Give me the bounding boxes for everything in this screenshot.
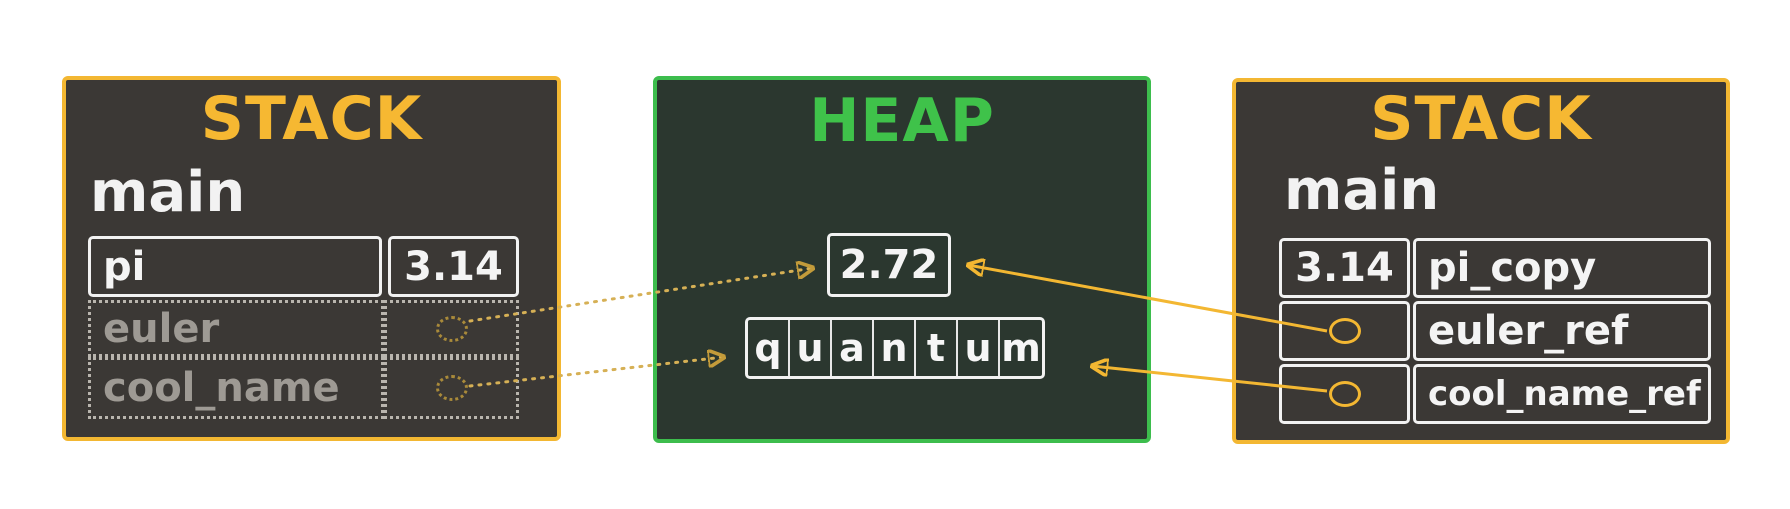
heap-char-cell: q — [748, 320, 790, 376]
arrow-cool-name-to-heap-string — [468, 357, 724, 388]
left-row-euler-name: euler — [88, 300, 384, 357]
left-row-pi-name: pi — [88, 236, 382, 297]
right-euler-ref-pointer-dot — [1328, 318, 1361, 344]
left-row-cool-name-name: cool_name — [88, 357, 384, 419]
left-row-pi-value: 3.14 — [388, 236, 519, 297]
heap-char-cell: u — [958, 320, 1000, 376]
heap-float-value: 2.72 — [827, 233, 951, 297]
heap-char-cell: u — [790, 320, 832, 376]
right-row-cool-name-ref-slot — [1279, 364, 1410, 424]
left-frame-label: main — [90, 160, 246, 225]
right-stack-panel: STACK main 3.14 pi_copy euler_ref cool_n… — [1232, 78, 1730, 444]
arrow-cool-name-ref-to-heap-string — [1092, 366, 1328, 393]
heap-title: HEAP — [809, 86, 995, 156]
heap-char-cell: t — [916, 320, 958, 376]
right-stack-title: STACK — [1370, 84, 1592, 154]
left-row-cool-name-slot — [384, 357, 519, 419]
right-row-pi-copy-name: pi_copy — [1413, 238, 1711, 298]
right-row-euler-ref-name: euler_ref — [1413, 301, 1711, 361]
left-euler-pointer-dot — [435, 315, 468, 342]
left-cool-name-pointer-dot — [435, 375, 468, 401]
arrow-euler-ref-to-heap-float — [968, 265, 1328, 333]
right-cool-name-ref-pointer-dot — [1328, 381, 1361, 407]
heap-char-cell: n — [874, 320, 916, 376]
left-row-euler-slot — [384, 300, 519, 357]
left-stack-panel: STACK main pi 3.14 euler cool_name — [62, 76, 561, 441]
heap-char-cell: m — [1001, 326, 1041, 370]
arrow-euler-to-heap-float — [468, 268, 813, 323]
right-row-cool-name-ref-name: cool_name_ref — [1413, 364, 1711, 424]
heap-char-cell: a — [832, 320, 874, 376]
right-row-pi-copy-value: 3.14 — [1279, 238, 1410, 298]
right-row-euler-ref-slot — [1279, 301, 1410, 361]
right-frame-label: main — [1284, 158, 1440, 223]
left-stack-title: STACK — [200, 84, 423, 154]
